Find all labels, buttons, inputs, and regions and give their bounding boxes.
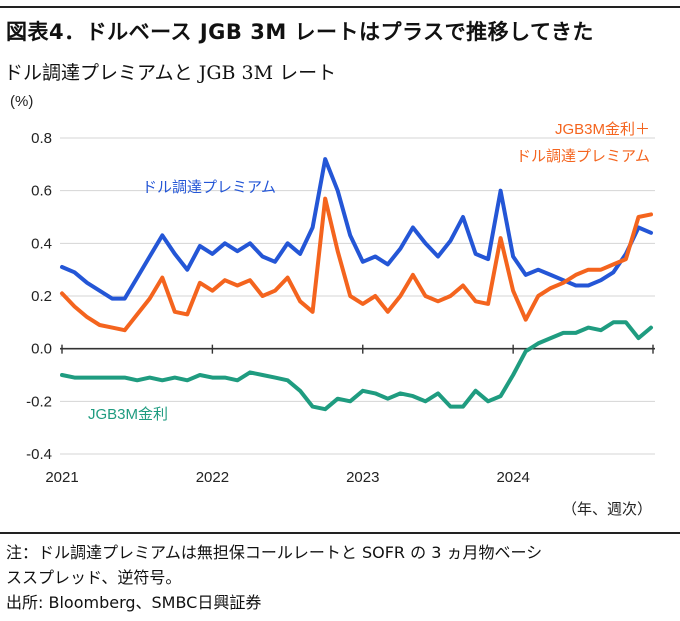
line-chart: 0.8 0.6 0.4 0.2 0.0 -0.2 -0.4 (%) 2021 2022 2023 20… [10,93,655,518]
y-tick-label: 0.0 [31,341,52,358]
figure-subtitle: ドル調達プレミアムと JGB 3M レート [4,62,337,84]
bottom-rule [0,532,680,534]
x-tick-label: 2022 [196,469,229,486]
source-line: 出所: Bloomberg、SMBC日興証券 [6,593,262,612]
y-tick-label: -0.2 [26,393,52,410]
y-tick-label: 0.8 [31,130,52,147]
sum-series-line [60,196,653,333]
jgb-series-label: JGB3M金利 [88,406,168,423]
premium-series-label: ドル調達プレミアム [142,179,276,196]
y-axis-unit-label: (%) [10,93,33,110]
y-tick-label: 0.6 [31,183,52,200]
figure-title: 図表4．ドルベース JGB 3M レートはプラスで推移してきた [6,20,594,44]
figure-notes: 注：ドル調達プレミアムは無担保コールレートと SOFR の 3 ヵ月物ベーシ ス… [6,540,674,615]
x-tick-label: 2024 [496,469,529,486]
y-tick-label: -0.4 [26,446,52,463]
jgb-series-line [60,320,653,412]
sum-series-label-line-2: ドル調達プレミアム [516,148,650,165]
x-tick-label: 2021 [45,469,78,486]
y-tick-label: 0.4 [31,235,52,252]
premium-series-line [60,157,653,301]
x-tick-label: 2023 [346,469,379,486]
note-line-2: ススプレッド、逆符号。 [6,568,182,587]
top-rule [0,6,680,8]
sum-series-label-line-1: JGB3M金利＋ [555,121,650,138]
note-line-1: 注：ドル調達プレミアムは無担保コールレートと SOFR の 3 ヵ月物ベーシ [6,543,543,562]
x-axis-unit-label: （年、週次） [562,501,652,518]
y-tick-label: 0.2 [31,288,52,305]
